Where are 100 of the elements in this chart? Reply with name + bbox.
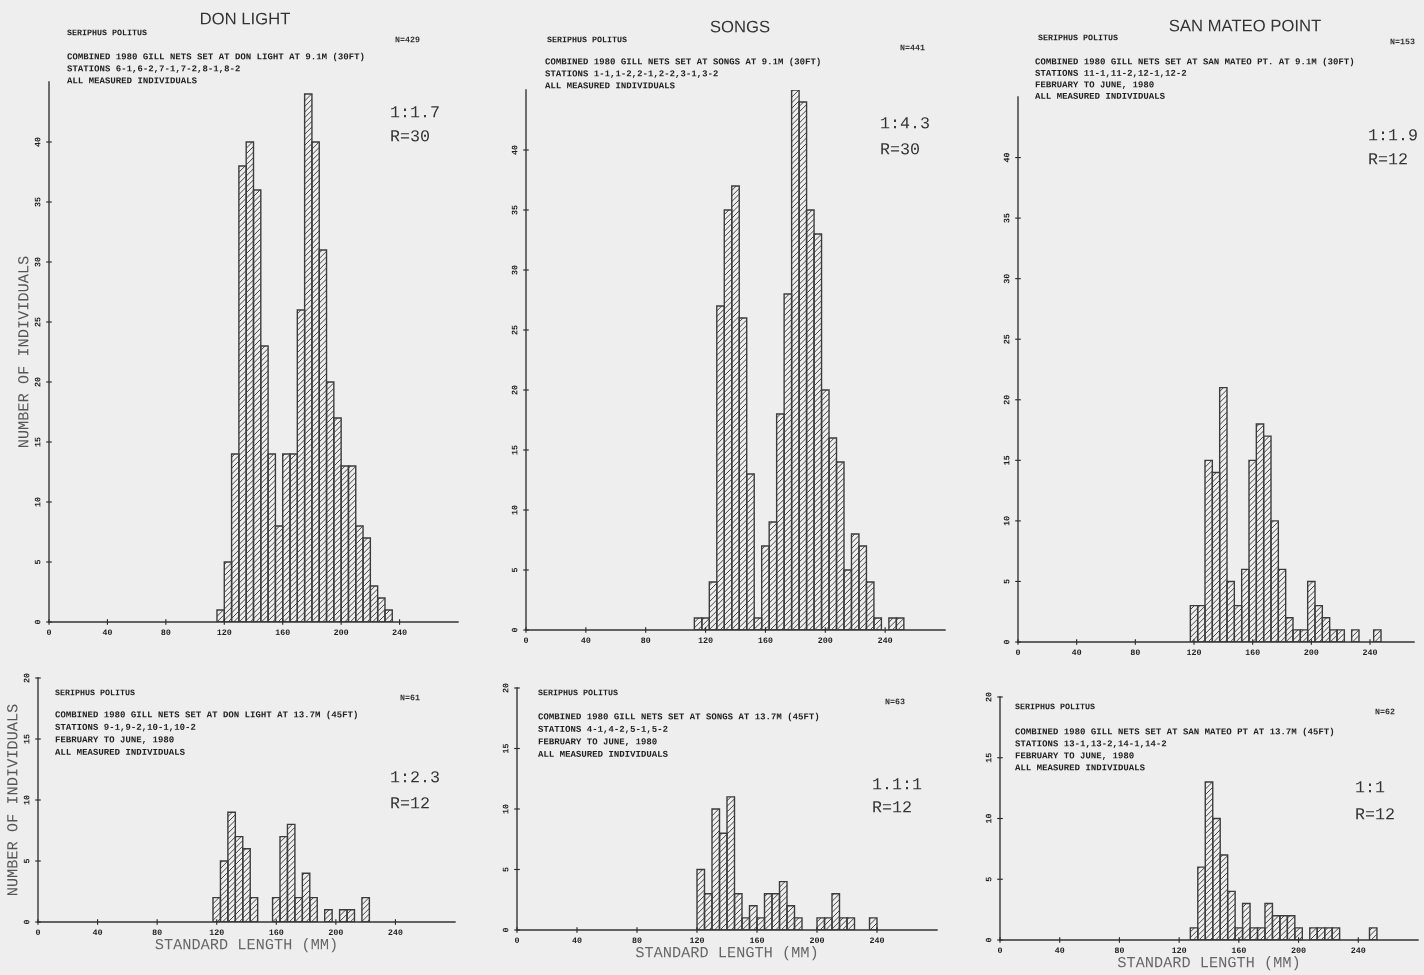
y-tick-label: 10: [1003, 516, 1010, 526]
x-tick-label: 200: [818, 637, 833, 644]
chart-subtitle: SERIPHUS POLITUS: [538, 689, 618, 696]
y-tick-label: 30: [1003, 274, 1010, 284]
y-tick-label: 15: [1003, 455, 1010, 465]
y-tick-label: 20: [34, 377, 41, 387]
annotation: 1.1:1: [873, 778, 922, 790]
annotation: 1:1: [1356, 781, 1385, 793]
y-tick-label: 5: [34, 559, 41, 565]
x-tick-label: 120: [209, 929, 224, 936]
y-tick-label: 25: [1003, 334, 1010, 344]
x-tick-label: 40: [581, 637, 591, 644]
y-tick-label: 35: [34, 197, 41, 207]
y-tick-label: 5: [23, 858, 30, 864]
x-tick-label: 160: [758, 637, 773, 644]
y-tick-label: 10: [985, 813, 992, 823]
x-axis-title: STANDARD LENGTH (MM): [155, 938, 336, 953]
x-tick-label: 200: [810, 937, 825, 944]
text: N=153: [1390, 38, 1415, 45]
x-tick-label: 200: [328, 929, 343, 936]
x-tick-label: 40: [1055, 947, 1065, 954]
y-tick-label: 20: [511, 385, 518, 395]
y-axis-title: NUMBER OF INDIVIDUALS: [18, 256, 29, 448]
annotation: 1:1.9: [1369, 129, 1417, 141]
x-tick-label: 200: [1291, 947, 1306, 954]
y-tick-label: 10: [23, 795, 30, 805]
text: SERIPHUS POLITUS: [1015, 703, 1095, 710]
annotation: N=61: [400, 694, 420, 701]
annotation: STATIONS 4-1,4-2,5-1,5-2: [538, 725, 668, 734]
chart-title: SONGS: [710, 20, 770, 33]
x-tick-label: 40: [572, 937, 582, 944]
y-tick-label: 5: [502, 867, 509, 872]
y-tick-label: 20: [502, 683, 509, 693]
y-tick-label: 15: [23, 734, 30, 744]
x-tick-label: 120: [1187, 649, 1202, 656]
annotation: FEBRUARY TO JUNE, 1980: [538, 738, 657, 746]
y-tick-label: 15: [985, 753, 992, 763]
y-tick-label: 25: [511, 325, 518, 335]
x-tick-label: 80: [632, 937, 642, 944]
y-tick-label: 0: [23, 919, 30, 925]
y-tick-label: 25: [34, 317, 41, 327]
text: STATIONS 6-1,6-2,7-1,7-2,8-1,8-2: [67, 65, 240, 73]
x-tick-label: 240: [870, 937, 885, 944]
text: N=429: [395, 36, 420, 43]
x-tick-label: 160: [750, 937, 765, 944]
text: STATIONS 11-1,11-2,12-1,12-2: [1035, 69, 1187, 78]
annotation: ALL MEASURED INDIVIDUALS: [1015, 764, 1145, 771]
chart-title: SAN MATEO POINT: [1169, 19, 1321, 32]
text: N=441: [900, 44, 925, 51]
annotation: R=30: [391, 130, 429, 142]
y-tick-label: 30: [511, 265, 518, 275]
y-tick-label: 20: [23, 673, 30, 683]
annotation: ALL MEASURED INDIVIDUALS: [55, 748, 185, 755]
text: COMBINED 1980 GILL NETS SET AT SONGS AT 9.1M (30FT): [545, 57, 820, 67]
y-tick-label: 10: [502, 804, 509, 814]
y-tick-label: 15: [511, 445, 518, 455]
annotation: COMBINED 1980 GILL NETS SET AT SONGS AT 13.7M (45FT): [538, 712, 819, 722]
annotation: COMBINED 1980 GILL NETS SET AT DON LIGHT AT 13.7M (45FT): [55, 710, 357, 720]
annotation: 1:1.7: [391, 106, 439, 118]
y-tick-label: 10: [34, 497, 41, 507]
annotation: COMBINED 1980 GILL NETS SET AT SAN MATEO PT AT 13.7M (45FT): [1015, 727, 1334, 737]
text: SERIPHUS POLITUS: [55, 689, 135, 696]
y-tick-label: 40: [34, 137, 41, 147]
x-tick-label: 40: [92, 929, 103, 936]
x-tick-label: 200: [334, 629, 349, 636]
text: FEBRUARY TO JUNE, 1980: [1035, 81, 1154, 89]
y-tick-label: 40: [1003, 153, 1010, 163]
x-tick-label: 160: [269, 929, 284, 936]
annotation: FEBRUARY TO JUNE, 1980: [55, 736, 174, 744]
x-tick-label: 80: [161, 629, 171, 636]
x-tick-label: 80: [152, 929, 162, 936]
annotation: ALL MEASURED INDIVIDUALS: [1035, 92, 1165, 99]
annotation: R=12: [1369, 153, 1407, 165]
annotation: R=12: [391, 797, 429, 809]
x-tick-label: 240: [388, 929, 403, 936]
x-tick-label: 240: [1363, 649, 1378, 656]
x-tick-label: 80: [1130, 649, 1140, 656]
y-tick-label: 5: [1003, 579, 1010, 584]
x-tick-label: 240: [1351, 947, 1366, 954]
text: ALL MEASURED INDIVIDUALS: [545, 82, 675, 89]
annotation: R=30: [881, 143, 919, 155]
x-tick-label: 160: [275, 629, 290, 636]
annotation: ALL MEASURED INDIVIDUALS: [67, 77, 197, 84]
x-tick-label: 0: [46, 629, 52, 636]
x-axis-title: STANDARD LENGTH (MM): [635, 946, 817, 961]
y-tick-label: 20: [1003, 395, 1010, 405]
chart-subtitle: SERIPHUS POLITUS: [547, 36, 627, 43]
annotation: STATIONS 13-1,13-2,14-1,14-2: [1015, 740, 1167, 748]
x-tick-label: 120: [690, 937, 705, 944]
annotation: FEBRUARY TO JUNE, 1980: [1015, 752, 1134, 760]
x-tick-label: 240: [392, 629, 407, 636]
y-tick-label: 15: [34, 437, 41, 447]
annotation: 1:4.3: [881, 117, 929, 129]
x-tick-label: 80: [1114, 947, 1124, 954]
x-tick-label: 0: [1015, 649, 1021, 656]
x-tick-label: 120: [217, 629, 232, 636]
annotation: N=62: [1375, 708, 1395, 715]
annotation: ALL MEASURED INDIVIDUALS: [538, 750, 668, 757]
x-tick-label: 240: [878, 637, 893, 644]
annotation: R=12: [1356, 808, 1394, 820]
